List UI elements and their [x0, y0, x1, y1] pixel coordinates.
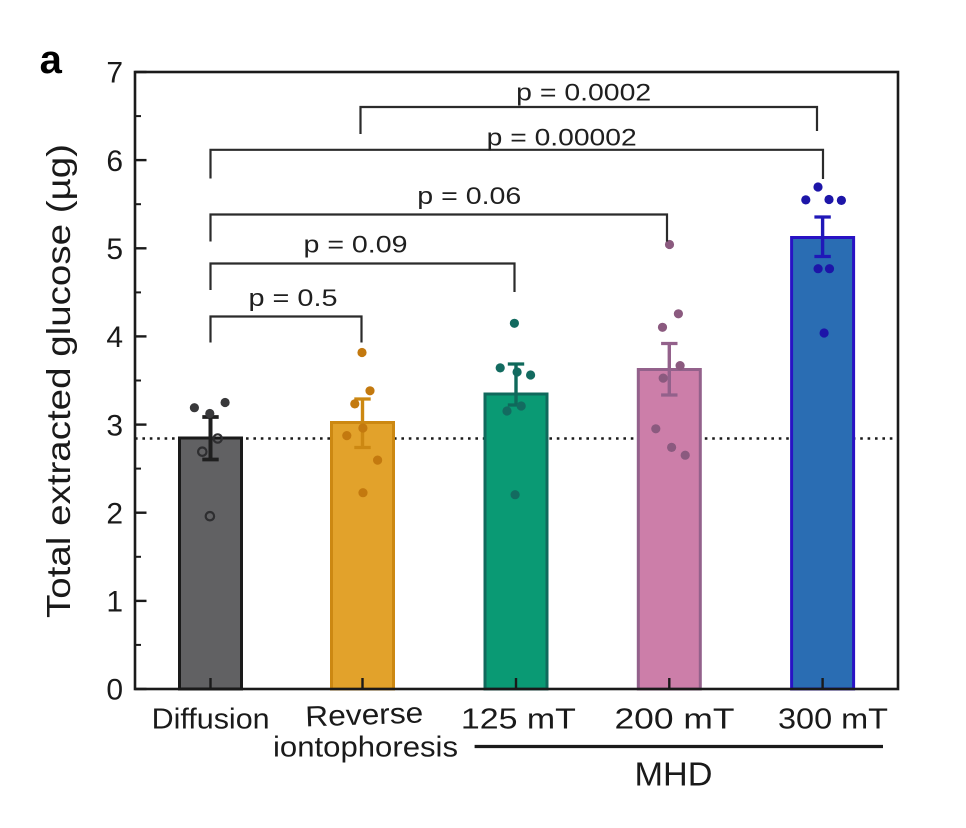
svg-text:0: 0: [106, 674, 123, 707]
svg-text:5: 5: [106, 233, 123, 266]
svg-text:4: 4: [106, 321, 123, 354]
svg-text:MHD: MHD: [635, 756, 713, 793]
svg-text:a: a: [40, 38, 63, 82]
svg-text:p = 0.5: p = 0.5: [249, 285, 338, 312]
svg-text:1: 1: [106, 586, 123, 619]
svg-text:Reverse: Reverse: [305, 697, 424, 733]
svg-text:Total extracted glucose (µg): Total extracted glucose (µg): [41, 144, 78, 618]
svg-text:3: 3: [106, 409, 123, 442]
svg-text:6: 6: [106, 145, 123, 178]
svg-text:125 mT: 125 mT: [461, 704, 576, 736]
svg-text:2: 2: [106, 497, 123, 530]
svg-text:300 mT: 300 mT: [778, 704, 888, 736]
svg-text:7: 7: [106, 57, 123, 90]
svg-text:Diffusion: Diffusion: [152, 704, 270, 736]
svg-text:p = 0.0002: p = 0.0002: [516, 80, 651, 107]
svg-text:iontophoresis: iontophoresis: [273, 731, 458, 763]
svg-text:200 mT: 200 mT: [615, 704, 735, 736]
svg-text:p = 0.00002: p = 0.00002: [487, 125, 637, 152]
svg-text:p = 0.09: p = 0.09: [304, 232, 408, 259]
svg-text:p = 0.06: p = 0.06: [417, 183, 521, 210]
